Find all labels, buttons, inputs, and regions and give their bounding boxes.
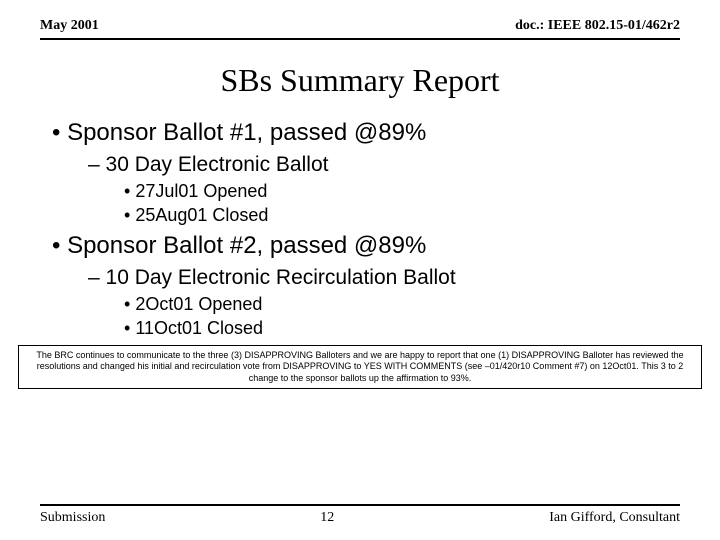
sb1-opened: 27Jul01 Opened (40, 181, 680, 202)
slide-header: May 2001 doc.: IEEE 802.15-01/462r2 (0, 0, 720, 38)
header-date: May 2001 (40, 18, 99, 34)
slide-content: Sponsor Ballot #1, passed @89% 30 Day El… (0, 119, 720, 339)
footer-page: 12 (320, 510, 334, 526)
footnote-box: The BRC continues to communicate to the … (18, 345, 702, 389)
sb2-opened: 2Oct01 Opened (40, 294, 680, 315)
sb1-closed: 25Aug01 Closed (40, 205, 680, 226)
bullet-sb1: Sponsor Ballot #1, passed @89% (40, 119, 680, 147)
sb2-closed: 11Oct01 Closed (40, 318, 680, 339)
footer-left: Submission (40, 510, 105, 526)
sub-sb2: 10 Day Electronic Recirculation Ballot (40, 266, 680, 290)
header-docnum: doc.: IEEE 802.15-01/462r2 (515, 18, 680, 34)
footnote-text: The BRC continues to communicate to the … (36, 350, 683, 383)
slide-title: SBs Summary Report (0, 62, 720, 99)
header-rule (40, 38, 680, 40)
sub-sb1: 30 Day Electronic Ballot (40, 153, 680, 177)
bullet-sb2: Sponsor Ballot #2, passed @89% (40, 232, 680, 260)
footer-author: Ian Gifford, Consultant (549, 510, 680, 526)
footer-rule (40, 504, 680, 506)
slide-footer: Submission 12 Ian Gifford, Consultant (0, 504, 720, 526)
